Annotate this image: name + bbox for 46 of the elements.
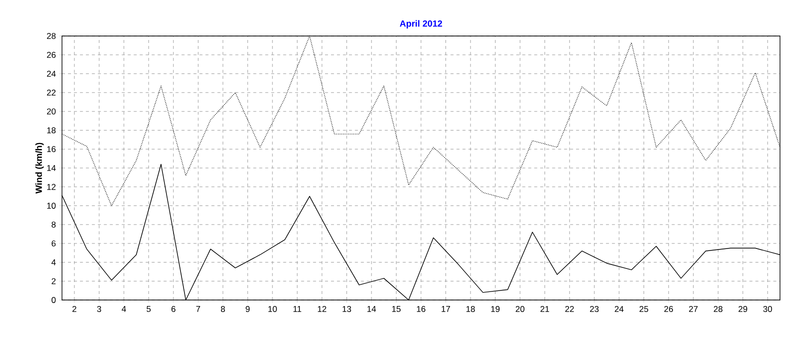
y-tick-label: 26 (46, 52, 56, 58)
y-tick-label: 6 (52, 240, 56, 246)
x-tick-label: 30 (763, 306, 772, 312)
x-tick-label: 14 (367, 306, 376, 312)
x-tick-label: 17 (442, 306, 450, 312)
x-tick-label: 10 (268, 306, 277, 312)
y-tick-label: 22 (46, 90, 56, 96)
x-tick-label: 25 (640, 306, 648, 312)
y-tick-label: 12 (47, 184, 56, 190)
x-tick-label: 18 (466, 306, 475, 312)
x-tick-label: 22 (565, 306, 574, 312)
x-tick-label: 21 (540, 306, 550, 312)
y-tick-label: 18 (47, 127, 56, 134)
x-tick-label: 29 (738, 306, 748, 312)
y-tick-label: 8 (52, 222, 56, 228)
x-tick-label: 23 (590, 306, 599, 312)
y-tick-label: 2 (52, 278, 56, 284)
chart-title: April 2012 (400, 20, 442, 28)
x-tick-label: 8 (220, 306, 225, 312)
y-axis-title: Wind (km/h) (35, 142, 44, 194)
x-tick-label: 13 (342, 306, 352, 312)
y-tick-label: 28 (46, 33, 56, 39)
x-tick-label: 24 (614, 306, 624, 312)
x-tick-label: 28 (714, 306, 722, 312)
x-tick-label: 6 (171, 306, 176, 312)
y-tick-label: 0 (52, 297, 56, 303)
x-tick-label: 7 (196, 306, 200, 312)
x-tick-label: 11 (293, 306, 302, 312)
x-tick-label: 4 (122, 306, 126, 312)
y-tick-label: 16 (47, 146, 56, 152)
x-tick-label: 27 (689, 306, 698, 312)
x-tick-label: 19 (491, 306, 500, 312)
x-tick-label: 3 (97, 306, 102, 312)
x-tick-label: 5 (146, 306, 151, 312)
x-tick-label: 16 (416, 306, 426, 312)
x-tick-label: 2 (72, 306, 76, 312)
x-tick-label: 20 (516, 306, 524, 312)
x-tick-label: 9 (246, 306, 250, 312)
x-tick-label: 15 (392, 306, 401, 312)
y-tick-label: 20 (46, 108, 56, 114)
y-tick-label: 4 (51, 259, 56, 266)
x-tick-label: 26 (664, 306, 673, 312)
y-tick-label: 10 (47, 202, 56, 209)
y-tick-label: 14 (47, 165, 56, 171)
x-tick-label: 12 (318, 306, 326, 312)
y-tick-label: 24 (46, 70, 56, 77)
